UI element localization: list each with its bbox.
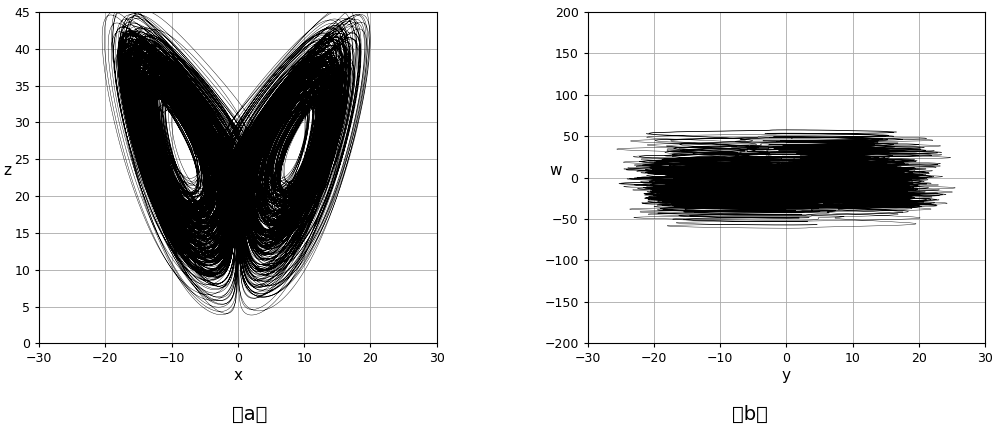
Y-axis label: w: w: [550, 163, 562, 178]
Y-axis label: z: z: [3, 163, 11, 178]
X-axis label: y: y: [782, 368, 791, 383]
Text: （b）: （b）: [732, 405, 768, 424]
X-axis label: x: x: [233, 368, 242, 383]
Text: （a）: （a）: [232, 405, 268, 424]
